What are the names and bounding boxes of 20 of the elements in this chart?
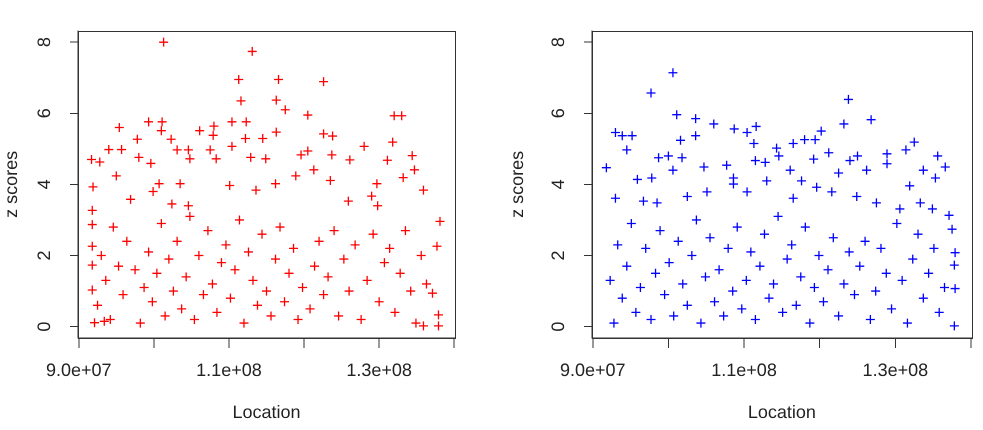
x-tick-label: 1.1e+08 <box>711 360 777 380</box>
y-tick-label: 4 <box>34 179 54 190</box>
x-tick-label: 1.1e+08 <box>196 360 262 380</box>
y-tick-label: 8 <box>548 37 568 48</box>
y-tick-label: 2 <box>34 250 54 261</box>
y-tick-label: 2 <box>548 250 568 261</box>
y-tick-label: 8 <box>34 37 54 48</box>
x-tick-label: 9.0e+07 <box>560 360 626 380</box>
x-tick-label: 9.0e+07 <box>46 360 112 380</box>
y-tick-label: 4 <box>548 179 568 190</box>
y-tick-label: 0 <box>34 322 54 332</box>
y-axis-title: z scores <box>0 150 21 218</box>
y-tick-label: 6 <box>34 108 54 118</box>
x-axis-title: Location <box>232 402 301 422</box>
x-tick-label: 1.3e+08 <box>346 360 412 380</box>
x-axis-title: Location <box>748 402 816 422</box>
x-tick-label: 1.3e+08 <box>862 360 928 380</box>
y-tick-label: 6 <box>548 108 568 118</box>
y-tick-label: 0 <box>548 322 568 332</box>
y-axis-title: z scores <box>506 150 527 218</box>
